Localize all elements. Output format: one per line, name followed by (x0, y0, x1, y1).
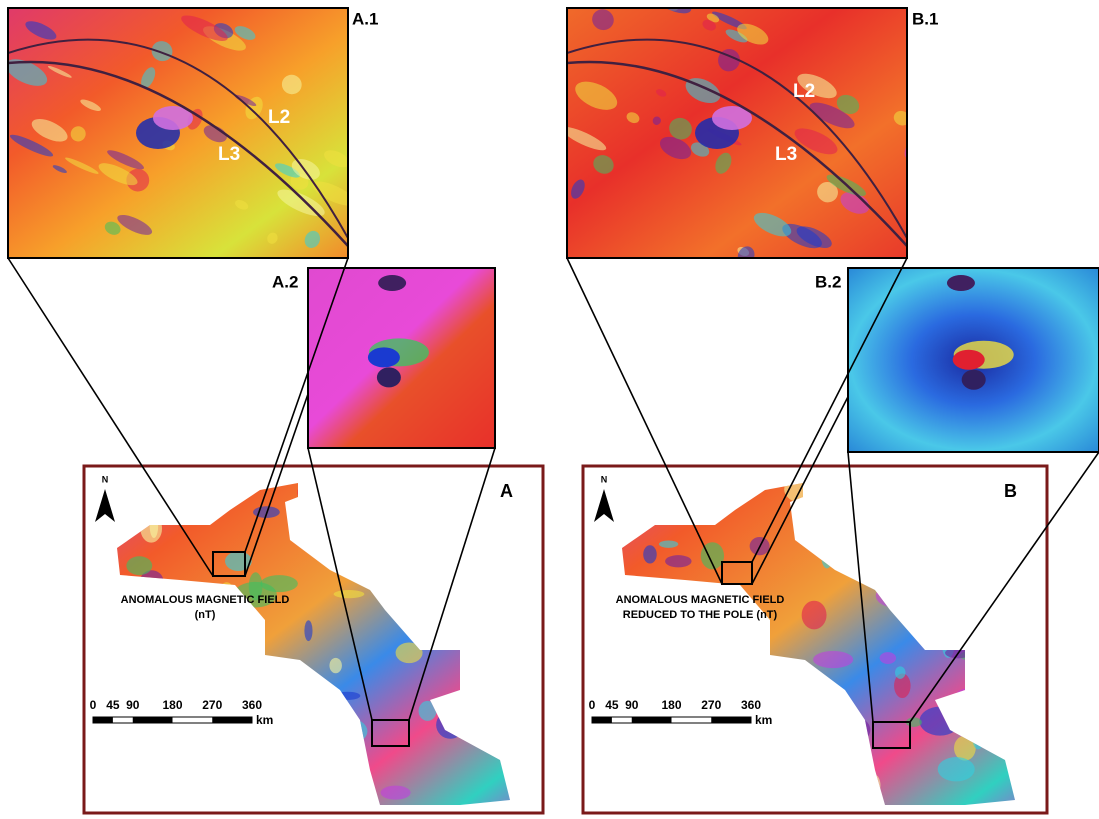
lineament-label: L2 (268, 107, 290, 128)
zoom-panel-2 (308, 268, 495, 448)
north-label: N (601, 474, 608, 484)
scale-segment (592, 717, 612, 723)
scale-tick-label: 360 (741, 698, 761, 712)
scale-tick-label: 270 (701, 698, 721, 712)
scale-tick-label: 45 (106, 698, 120, 712)
zoom-label: A.1 (352, 9, 378, 28)
scale-tick-label: 270 (202, 698, 222, 712)
scale-tick-label: 360 (242, 698, 262, 712)
anomaly (813, 651, 853, 668)
zoom-label: B.1 (912, 9, 938, 28)
scale-segment (212, 717, 252, 723)
anomaly (938, 757, 975, 781)
scale-segment (711, 717, 751, 723)
caption-line: ANOMALOUS MAGNETIC FIELD (616, 594, 785, 606)
anomaly (329, 658, 341, 673)
anomaly (880, 652, 896, 664)
scale-tick-label: 90 (625, 698, 639, 712)
caption-line: ANOMALOUS MAGNETIC FIELD (121, 594, 290, 606)
caption-line: REDUCED TO THE POLE (nT) (623, 609, 778, 621)
scale-tick-label: 180 (162, 698, 182, 712)
anomaly (802, 601, 827, 630)
anomaly (381, 786, 411, 800)
anomaly (658, 0, 693, 4)
anomaly (260, 575, 297, 592)
anomaly (378, 275, 406, 291)
figure: A.1 L2 L3 A.2 A N ANOMALOUS MAGNETIC FIELD (nT)… (0, 0, 1099, 819)
lineament-label: L2 (793, 81, 815, 102)
anomaly (368, 347, 400, 367)
anomaly (377, 367, 401, 387)
anomaly (643, 545, 657, 563)
scale-tick-label: 45 (605, 698, 619, 712)
map-figure: A.1 L2 L3 A.2 A N ANOMALOUS MAGNETIC FIELD (nT)… (2, 0, 543, 813)
anomaly (126, 556, 152, 575)
anomaly (304, 620, 312, 641)
anomaly (665, 555, 691, 567)
zoom-label: A.2 (272, 272, 298, 291)
anomaly (953, 350, 985, 370)
scale-unit: km (755, 713, 772, 727)
scale-tick-label: 90 (126, 698, 140, 712)
anomaly (765, 277, 782, 295)
anomaly (928, 80, 946, 100)
north-label: N (102, 474, 109, 484)
zoom-panel-1 (559, 0, 946, 294)
scale-segment (133, 717, 173, 723)
scale-tick-label: 0 (589, 698, 596, 712)
map-label: A (500, 481, 513, 501)
map-figure: B.1 L2 L3 B.2 B N ANOMALOUS MAGNETIC FIELD REDU… (559, 0, 1099, 813)
lineament-label: L3 (218, 144, 240, 165)
scale-segment (632, 717, 672, 723)
caption-line: (nT) (195, 609, 216, 621)
scale-tick-label: 180 (661, 698, 681, 712)
scale-segment (93, 717, 113, 723)
scale-unit: km (256, 713, 273, 727)
anomaly (334, 590, 365, 598)
zoom-panel-2 (848, 268, 1099, 452)
anomaly (895, 666, 905, 679)
zoom-label: B.2 (815, 272, 841, 291)
map-label: B (1004, 481, 1017, 501)
zoom-panel-1 (2, 0, 358, 315)
scale-tick-label: 0 (90, 698, 97, 712)
anomaly (962, 370, 986, 390)
anomaly (98, 0, 153, 6)
lineament-label: L3 (775, 144, 797, 165)
anomaly (947, 275, 975, 291)
anomaly (659, 540, 678, 547)
